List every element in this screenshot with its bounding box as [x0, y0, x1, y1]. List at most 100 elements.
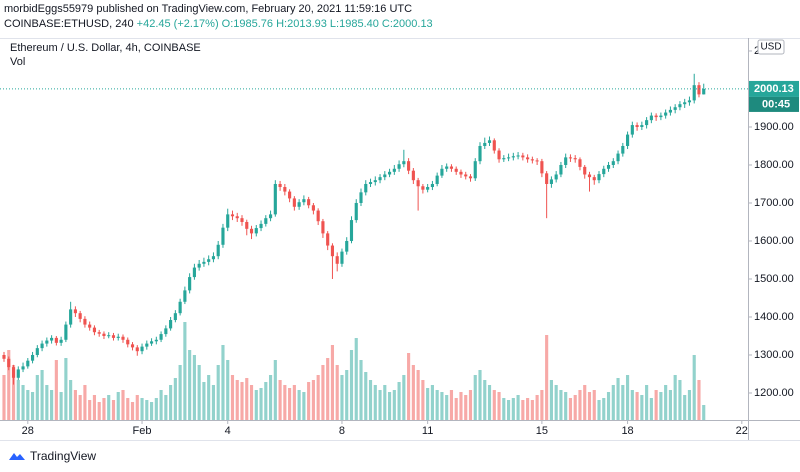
candle-body — [35, 348, 39, 355]
candle-body — [278, 183, 282, 188]
volume-bar — [140, 398, 144, 420]
volume-bar — [188, 350, 192, 420]
candle-body — [245, 221, 249, 229]
volume-bar — [402, 375, 406, 420]
candle-body — [50, 337, 54, 341]
volume-bar — [535, 395, 539, 420]
volume-bar — [530, 400, 534, 420]
candle-body — [59, 339, 63, 343]
candle-body — [659, 115, 663, 118]
volume-bar — [687, 390, 692, 420]
candle-body — [2, 354, 6, 359]
candle-body — [126, 339, 130, 345]
volume-bar — [411, 365, 415, 420]
candle-body — [88, 324, 92, 328]
candle-body — [145, 343, 149, 347]
candle-body — [211, 256, 216, 260]
volume-bar — [697, 380, 701, 420]
volume-bar — [459, 392, 463, 420]
volume-bar — [192, 355, 196, 420]
volume-bar — [149, 402, 154, 420]
y-tick-label: 1500.00 — [754, 273, 794, 285]
volume-bar — [492, 390, 496, 420]
candle-body — [540, 161, 544, 174]
candle-body — [216, 244, 220, 257]
volume-bar — [554, 385, 558, 420]
volume-bar — [407, 353, 411, 420]
candle-body — [26, 360, 30, 367]
axis-layer: 1200.00 1300.00 1400.00 1500.00 1600.00 1700.… — [0, 45, 799, 437]
volume-bar — [583, 385, 587, 420]
volume-bar — [606, 392, 611, 420]
volume-bar — [235, 380, 239, 420]
last-price-box — [749, 80, 799, 97]
candle-body — [664, 112, 668, 116]
volume-bar — [416, 370, 420, 420]
candle-body — [307, 199, 311, 206]
volume-bar — [169, 385, 173, 420]
candle-body — [340, 251, 344, 264]
volume-bar — [421, 380, 425, 420]
volume-bar — [426, 388, 430, 420]
volume-bar — [483, 380, 487, 420]
candle-body — [687, 100, 692, 103]
volume-bar — [702, 405, 706, 420]
volume-bar — [392, 390, 396, 420]
volume-bar — [506, 400, 511, 420]
candle-body — [368, 182, 373, 184]
volume-bar — [368, 380, 373, 420]
candle-body — [326, 233, 330, 246]
candle-body — [288, 191, 292, 199]
candle-body — [506, 157, 511, 159]
volume-bar — [21, 385, 25, 420]
candle-body — [387, 171, 392, 175]
volume-bar — [545, 335, 549, 420]
candle-body — [625, 134, 630, 146]
volume-bar — [268, 375, 273, 420]
candle-body — [559, 164, 563, 175]
candle-body — [583, 166, 587, 175]
symbol: COINBASE:ETHUSD, 240 — [4, 18, 134, 30]
volume-bar — [654, 390, 658, 420]
candle-body — [69, 309, 73, 325]
volume-bar — [264, 382, 268, 420]
candle-body — [364, 183, 368, 193]
volume-bar — [254, 390, 258, 420]
volume-bar — [50, 390, 54, 420]
volume-bar — [2, 375, 6, 420]
candle-body — [535, 160, 539, 162]
volume-bar — [373, 385, 377, 420]
candle-body — [11, 367, 16, 378]
volume-bar — [678, 380, 682, 420]
candle-body — [649, 115, 653, 121]
volume-bar — [664, 385, 668, 420]
currency-box[interactable] — [757, 39, 785, 55]
volume-bar — [592, 390, 596, 420]
volume-bar — [283, 385, 287, 420]
candle-body — [283, 187, 287, 192]
volume-bar — [307, 382, 311, 420]
volume-bar — [230, 375, 235, 420]
candle-body — [697, 85, 701, 95]
volume-bar — [116, 392, 120, 420]
volume-bar — [83, 385, 87, 420]
candle-body — [597, 174, 601, 181]
candle-body — [378, 177, 382, 181]
volume-bar — [221, 345, 225, 420]
candle-body — [264, 218, 268, 224]
x-tick-label: Feb — [133, 425, 152, 437]
currency-label[interactable]: USD — [760, 42, 781, 53]
volume-bar — [297, 390, 301, 420]
y-tick-label: 1300.00 — [754, 349, 794, 361]
volume-bar — [692, 355, 696, 420]
volume-bar — [611, 385, 615, 420]
candle-body — [630, 125, 634, 135]
candle-body — [392, 168, 396, 172]
volume-bar — [26, 390, 30, 420]
volume-bar — [349, 350, 354, 420]
candle-body — [692, 85, 696, 101]
candle-body — [249, 228, 254, 234]
volume-bar — [73, 390, 77, 420]
volume-bar — [311, 380, 315, 420]
